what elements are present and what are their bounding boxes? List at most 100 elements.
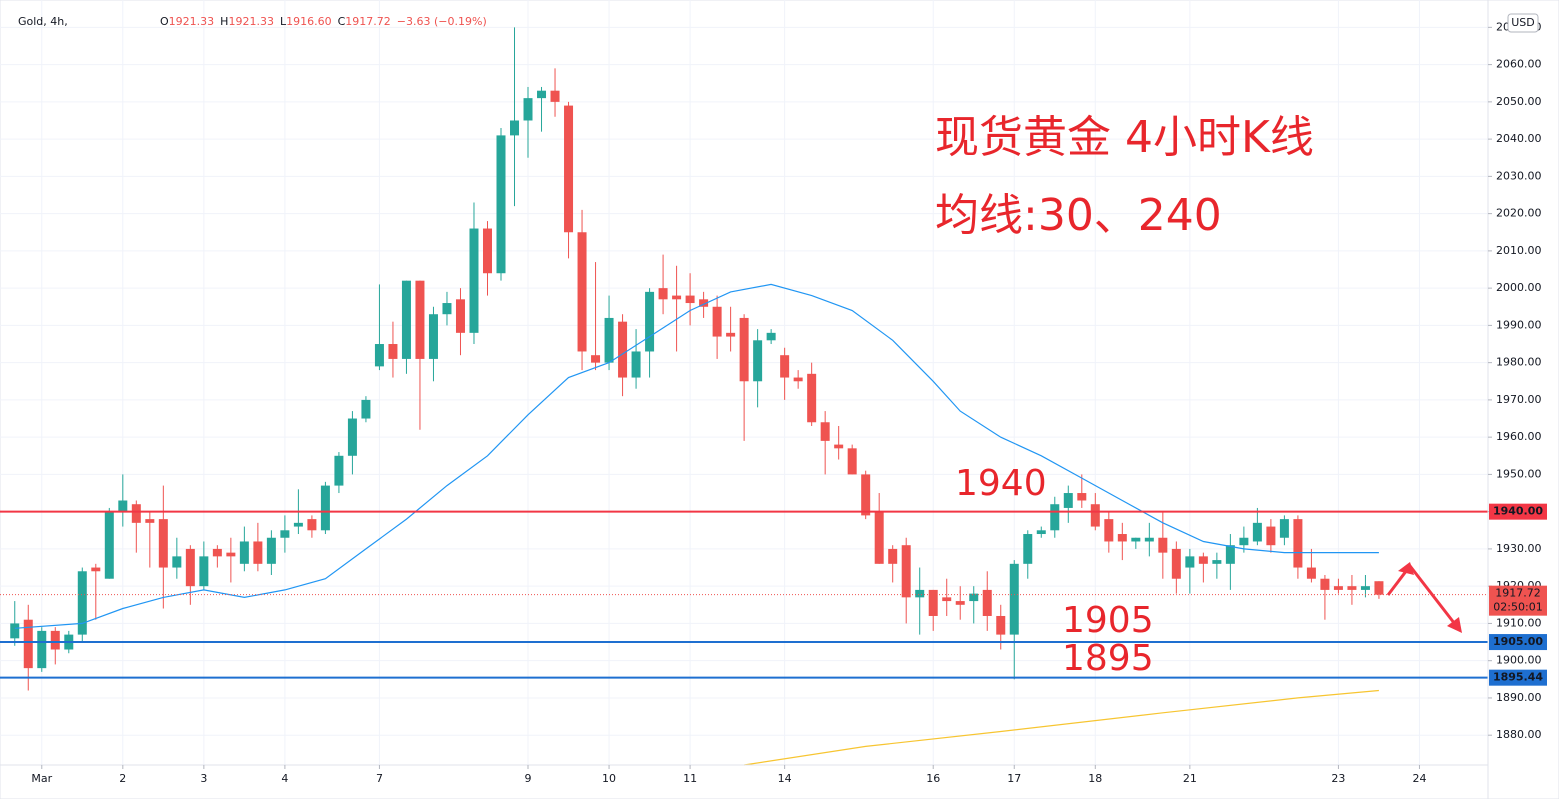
- y-tick-label: 2050.00: [1496, 95, 1542, 108]
- candle-body: [388, 344, 398, 359]
- candle-body: [604, 317, 614, 363]
- countdown: 02:50:01: [1493, 601, 1542, 614]
- candle-body: [1036, 530, 1046, 535]
- ohlc-value: 1917.72: [345, 15, 391, 28]
- candle-body: [739, 317, 749, 382]
- candle-body: [631, 351, 641, 378]
- candle-body: [347, 418, 357, 456]
- candle-body: [1360, 586, 1370, 590]
- candle-body: [969, 593, 979, 602]
- candle-body: [415, 280, 425, 359]
- candle-body: [320, 485, 330, 531]
- candle-body: [226, 552, 236, 557]
- candle-body: [753, 340, 763, 382]
- candle-body: [1185, 556, 1195, 568]
- candle-body: [199, 556, 209, 587]
- annotation: 均线:30、240: [935, 190, 1222, 241]
- candle-body: [726, 332, 736, 337]
- candle-body: [942, 597, 952, 602]
- candle-body: [1306, 567, 1316, 579]
- candle-body: [118, 500, 128, 512]
- annotation: 1940: [955, 463, 1047, 504]
- candle-body: [780, 355, 790, 378]
- candle-body: [469, 228, 479, 333]
- candle-body: [1158, 537, 1168, 553]
- candle-body: [1374, 581, 1384, 595]
- candle-body: [618, 321, 628, 378]
- x-tick-label: 11: [683, 772, 697, 785]
- currency-box[interactable]: [1507, 13, 1539, 33]
- last-price-box: [1489, 585, 1547, 616]
- y-tick-label: 1930.00: [1496, 542, 1542, 555]
- candle-body: [847, 448, 857, 475]
- candle-body: [1293, 519, 1303, 568]
- candle-body: [955, 601, 965, 605]
- x-tick-label: 16: [926, 772, 940, 785]
- candle-body: [280, 530, 290, 538]
- candle-body: [1320, 578, 1330, 590]
- x-tick-label: 17: [1007, 772, 1021, 785]
- level-label: 1940.00: [1493, 505, 1543, 518]
- arrow-head: [1447, 617, 1462, 633]
- y-tick-label: 1960.00: [1496, 430, 1542, 443]
- level-label-box: [1489, 503, 1547, 520]
- annotation: 1905: [1062, 600, 1154, 641]
- level-label-box: [1489, 669, 1547, 686]
- candle-body: [928, 589, 938, 616]
- candle-body: [374, 344, 384, 367]
- candle-body: [766, 332, 776, 341]
- candle-body: [77, 571, 87, 635]
- candle-body: [145, 519, 155, 523]
- candle-body: [1050, 504, 1060, 531]
- candle-body: [1333, 586, 1343, 590]
- candle-body: [1117, 534, 1127, 542]
- candle-body: [496, 135, 506, 274]
- ohlc-value: 1921.33: [169, 15, 215, 28]
- candle-body: [293, 522, 303, 527]
- candle-body: [401, 280, 411, 359]
- candle-body: [1279, 519, 1289, 538]
- candle-body: [1266, 526, 1276, 546]
- candle-body: [874, 511, 884, 564]
- candle-body: [699, 299, 709, 307]
- y-tick-label: 1900.00: [1496, 654, 1542, 667]
- candle-body: [1198, 556, 1208, 564]
- candle-body: [361, 399, 371, 419]
- y-tick-label: 1890.00: [1496, 691, 1542, 704]
- x-tick-label: Mar: [31, 772, 52, 785]
- candle-body: [820, 422, 830, 441]
- candle-body: [158, 519, 168, 568]
- ohlc-key: C: [338, 15, 346, 28]
- candle-body: [996, 615, 1006, 635]
- currency[interactable]: USD: [1511, 16, 1535, 29]
- candle-body: [50, 630, 60, 650]
- level-label: 1895.44: [1493, 671, 1543, 684]
- y-tick-label: 1980.00: [1496, 356, 1542, 369]
- x-tick-label: 18: [1088, 772, 1102, 785]
- candle-body: [1063, 493, 1073, 508]
- ohlc-value: 1916.60: [286, 15, 332, 28]
- candle-body: [591, 355, 601, 363]
- candle-body: [1009, 563, 1019, 635]
- candle-body: [564, 105, 574, 233]
- candle-body: [212, 548, 222, 557]
- annotation: 1895: [1062, 638, 1154, 679]
- symbol: Gold, 4h,: [18, 15, 68, 28]
- y-tick-label: 2040.00: [1496, 132, 1542, 145]
- x-tick-label: 7: [376, 772, 383, 785]
- candle-body: [10, 623, 20, 639]
- candle-body: [1171, 548, 1181, 579]
- y-tick-label: 1880.00: [1496, 728, 1542, 741]
- candle-body: [712, 306, 722, 337]
- candle-body: [1131, 537, 1141, 542]
- candle-body: [577, 232, 587, 352]
- candle-body: [266, 537, 276, 564]
- candle-body: [834, 444, 844, 449]
- level-label-box: [1489, 634, 1547, 651]
- candle-body: [1023, 534, 1033, 564]
- ohlc-key: H: [220, 15, 228, 28]
- candle-body: [901, 545, 911, 598]
- candle-body: [807, 373, 817, 423]
- candle-body: [1212, 560, 1222, 564]
